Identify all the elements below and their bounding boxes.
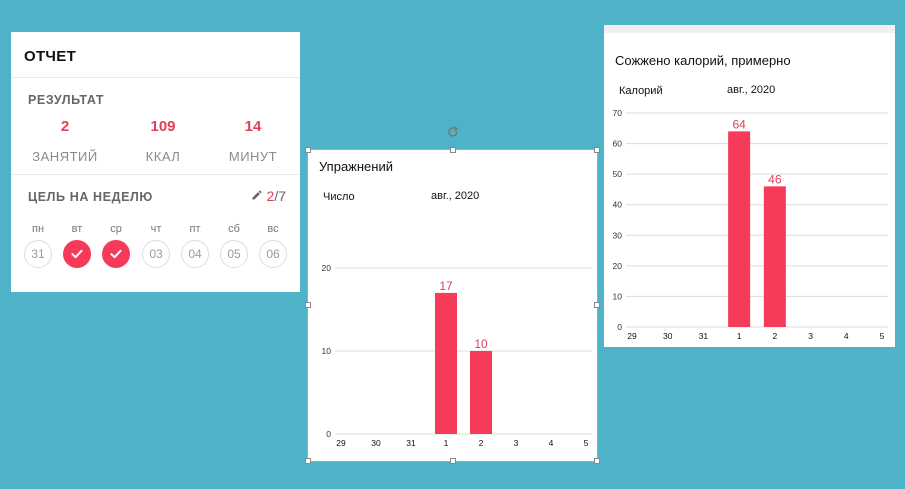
x-tick-label: 1	[737, 331, 742, 341]
x-tick-label: 5	[880, 331, 885, 341]
pencil-icon	[251, 188, 263, 204]
resize-handle[interactable]	[305, 302, 311, 308]
day-completed-check	[63, 240, 91, 268]
x-tick-label: 2	[772, 331, 777, 341]
x-tick-label: 3	[514, 438, 519, 448]
bar	[728, 131, 751, 327]
y-tick-label: 0	[326, 429, 331, 439]
day-date: 06	[259, 240, 287, 268]
exercises-chart-card[interactable]: Упражнений Число авг., 2020 0 10 20 29 30 31 1…	[307, 149, 598, 462]
y-tick-label: 10	[613, 291, 623, 301]
bar	[470, 351, 492, 434]
day-thu[interactable]: чт 03	[141, 223, 171, 268]
y-axis-label: Число	[323, 191, 355, 203]
x-tick-label: 1	[444, 438, 449, 448]
y-tick-label: 20	[322, 263, 332, 273]
day-sat[interactable]: сб 05	[219, 223, 249, 268]
resize-handle[interactable]	[450, 458, 456, 464]
x-tick-label: 31	[406, 438, 416, 448]
day-wed[interactable]: ср	[101, 223, 131, 268]
data-label: 46	[768, 172, 782, 186]
y-tick-label: 70	[613, 108, 623, 118]
resize-handle[interactable]	[450, 147, 456, 153]
edit-goal-button[interactable]: 2/7	[251, 188, 286, 204]
stat-workouts: 2 ЗАНЯТИЙ	[17, 118, 113, 164]
day-name: пн	[31, 223, 45, 235]
stat-value: 2	[60, 118, 70, 135]
x-tick-label: 5	[584, 438, 589, 448]
x-tick-label: 29	[627, 331, 637, 341]
check-icon	[71, 249, 83, 259]
stat-minutes: 14 МИНУТ	[205, 118, 301, 164]
rotate-icon[interactable]	[446, 125, 460, 139]
day-mon[interactable]: пн 31	[23, 223, 53, 268]
goal-done-count: 2	[266, 188, 275, 204]
x-tick-label: 4	[549, 438, 554, 448]
day-date: 05	[220, 240, 248, 268]
x-tick-label: 4	[844, 331, 849, 341]
y-tick-label: 20	[613, 261, 623, 271]
bar	[435, 292, 457, 434]
x-tick-label: 3	[808, 331, 813, 341]
y-tick-label: 0	[617, 322, 622, 332]
stat-value: 14	[244, 118, 262, 135]
resize-handle[interactable]	[594, 458, 600, 464]
resize-handle[interactable]	[594, 302, 600, 308]
check-icon	[110, 249, 122, 259]
report-title: ОТЧЕТ	[24, 48, 77, 65]
y-tick-label: 60	[613, 139, 623, 149]
result-section-title: РЕЗУЛЬТАТ	[28, 93, 105, 107]
x-tick-label: 30	[371, 438, 381, 448]
stat-label: МИНУТ	[228, 149, 278, 164]
calories-chart-card[interactable]: Сожжено калорий, примерно Калорий авг., …	[604, 25, 895, 347]
divider	[11, 174, 300, 175]
day-fri[interactable]: пт 04	[180, 223, 210, 268]
y-tick-label: 50	[613, 169, 623, 179]
resize-handle[interactable]	[305, 147, 311, 153]
day-date: 04	[181, 240, 209, 268]
y-tick-label: 40	[613, 200, 623, 210]
day-name: чт	[150, 223, 162, 235]
day-tue[interactable]: вт	[62, 223, 92, 268]
goal-separator: /	[274, 188, 279, 204]
chart-title: Сожжено калорий, примерно	[615, 53, 791, 68]
calories-bar-chart: 0 10 20 30 40 50 60 70 29 30 31 1 64 2 46 3 4 5	[613, 108, 888, 341]
day-name: вс	[267, 223, 279, 235]
x-tick-label: 30	[663, 331, 673, 341]
stat-kcal: 109 ККАЛ	[115, 118, 211, 164]
exercises-bar-chart: 0 10 20 29 30 31 1 17 2 10 3 4 5	[322, 263, 592, 448]
x-tick-label: 31	[699, 331, 709, 341]
stat-label: ЗАНЯТИЙ	[32, 149, 98, 164]
stat-label: ККАЛ	[145, 149, 181, 164]
day-completed-check	[102, 240, 130, 268]
chart-period: авг., 2020	[727, 84, 776, 96]
y-tick-label: 30	[613, 230, 623, 240]
report-card: ОТЧЕТ РЕЗУЛЬТАТ 2 ЗАНЯТИЙ 109 ККАЛ 14 МИ…	[11, 32, 300, 292]
resize-handle[interactable]	[594, 147, 600, 153]
day-sun[interactable]: вс 06	[258, 223, 288, 268]
y-axis-label: Калорий	[619, 85, 663, 97]
day-name: ср	[110, 223, 122, 235]
data-label: 17	[439, 279, 453, 293]
x-tick-label: 29	[336, 438, 346, 448]
goal-section-title: ЦЕЛЬ НА НЕДЕЛЮ	[28, 190, 153, 204]
resize-handle[interactable]	[305, 458, 311, 464]
y-tick-label: 10	[322, 346, 332, 356]
chart-title: Упражнений	[319, 159, 393, 174]
data-label: 64	[732, 117, 746, 131]
goal-total-count: 7	[278, 188, 286, 204]
day-date: 03	[142, 240, 170, 268]
x-tick-label: 2	[479, 438, 484, 448]
day-name: пт	[189, 223, 201, 235]
chart-period: авг., 2020	[431, 190, 480, 202]
day-date: 31	[24, 240, 52, 268]
data-label: 10	[474, 337, 488, 351]
stat-value: 109	[150, 118, 176, 135]
bar	[763, 186, 786, 327]
day-name: сб	[228, 223, 240, 235]
divider	[11, 77, 300, 78]
day-name: вт	[71, 223, 83, 235]
